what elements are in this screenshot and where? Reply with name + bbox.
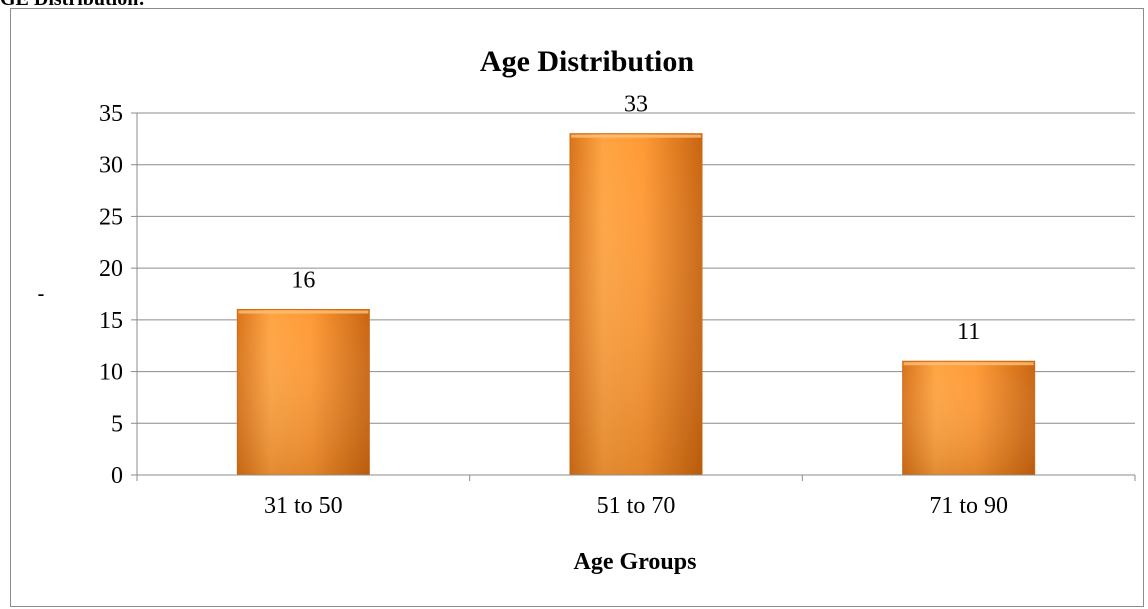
bar-group xyxy=(236,309,370,476)
chart-title: Age Distribution xyxy=(480,45,694,78)
data-label: 11 xyxy=(957,319,980,345)
bar-chart: 16 33 11 0 5 10 15 20 25 30 35 31 to 50 51 to 70 71 … xyxy=(38,45,1136,575)
chart-frame: 16 33 11 0 5 10 15 20 25 30 35 31 to 50 51 to 70 71 … xyxy=(10,8,1144,607)
y-tick-label: 10 xyxy=(99,360,123,386)
y-tick-label: 5 xyxy=(111,411,123,437)
bar-shading xyxy=(570,133,702,475)
data-label: 16 xyxy=(291,268,315,294)
bar-shading xyxy=(237,309,370,475)
x-tick-label: 31 to 50 xyxy=(264,493,343,519)
y-tick-label: 15 xyxy=(99,308,123,334)
bars: 16 33 11 xyxy=(236,92,1036,476)
x-tick-label: 71 to 90 xyxy=(929,493,1008,519)
bar-group xyxy=(569,133,703,476)
bar-shading xyxy=(902,361,1035,475)
x-tick-label: 51 to 70 xyxy=(597,493,676,519)
y-axis-label: - xyxy=(38,283,45,305)
y-tick-label: 0 xyxy=(111,463,123,489)
bar-highlight xyxy=(571,134,701,138)
x-axis-label: Age Groups xyxy=(574,549,697,575)
data-label: 33 xyxy=(624,92,648,118)
y-tick-label: 20 xyxy=(99,256,123,282)
section-heading: GE Distribution: xyxy=(0,0,145,11)
bar-highlight xyxy=(903,362,1034,366)
y-tick-label: 35 xyxy=(99,101,123,127)
y-tick-label: 30 xyxy=(99,153,123,179)
bar-highlight xyxy=(238,310,369,314)
axes: 0 5 10 15 20 25 30 35 31 to 50 51 to 70 71 to 90 xyxy=(99,101,1136,519)
bar-group xyxy=(902,360,1036,476)
y-tick-label: 25 xyxy=(99,204,123,230)
